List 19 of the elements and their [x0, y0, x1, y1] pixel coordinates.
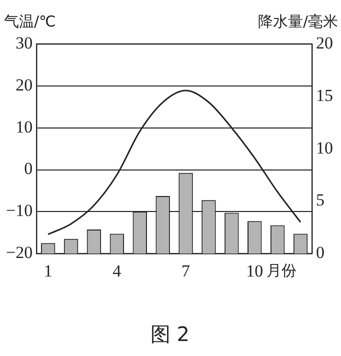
- y-axis-title: 气温/℃: [4, 12, 56, 30]
- y2-tick-label: 15: [316, 86, 333, 105]
- x-tick-label: 4: [112, 261, 122, 280]
- caption: 图 2: [150, 322, 190, 346]
- y-tick-label: 30: [16, 33, 33, 52]
- y2-tick-label: 0: [316, 243, 324, 262]
- x-tick-label: 10: [246, 261, 264, 280]
- x-tick-label: 7: [182, 261, 191, 280]
- y2-tick-label: 20: [316, 33, 333, 52]
- y-tick-label: −20: [6, 243, 33, 262]
- x-tick-label: 1: [44, 261, 52, 280]
- y2-tick-label: 10: [316, 138, 333, 158]
- x-axis-title: 月份: [266, 261, 297, 280]
- y2-tick-label: 5: [316, 190, 324, 210]
- y2-axis-title: 降水量/毫米: [258, 12, 338, 30]
- y-tick-label: −10: [6, 201, 33, 220]
- y-tick-label: 10: [16, 117, 33, 136]
- y-tick-label: 20: [16, 75, 33, 94]
- y-tick-label: 0: [24, 159, 33, 178]
